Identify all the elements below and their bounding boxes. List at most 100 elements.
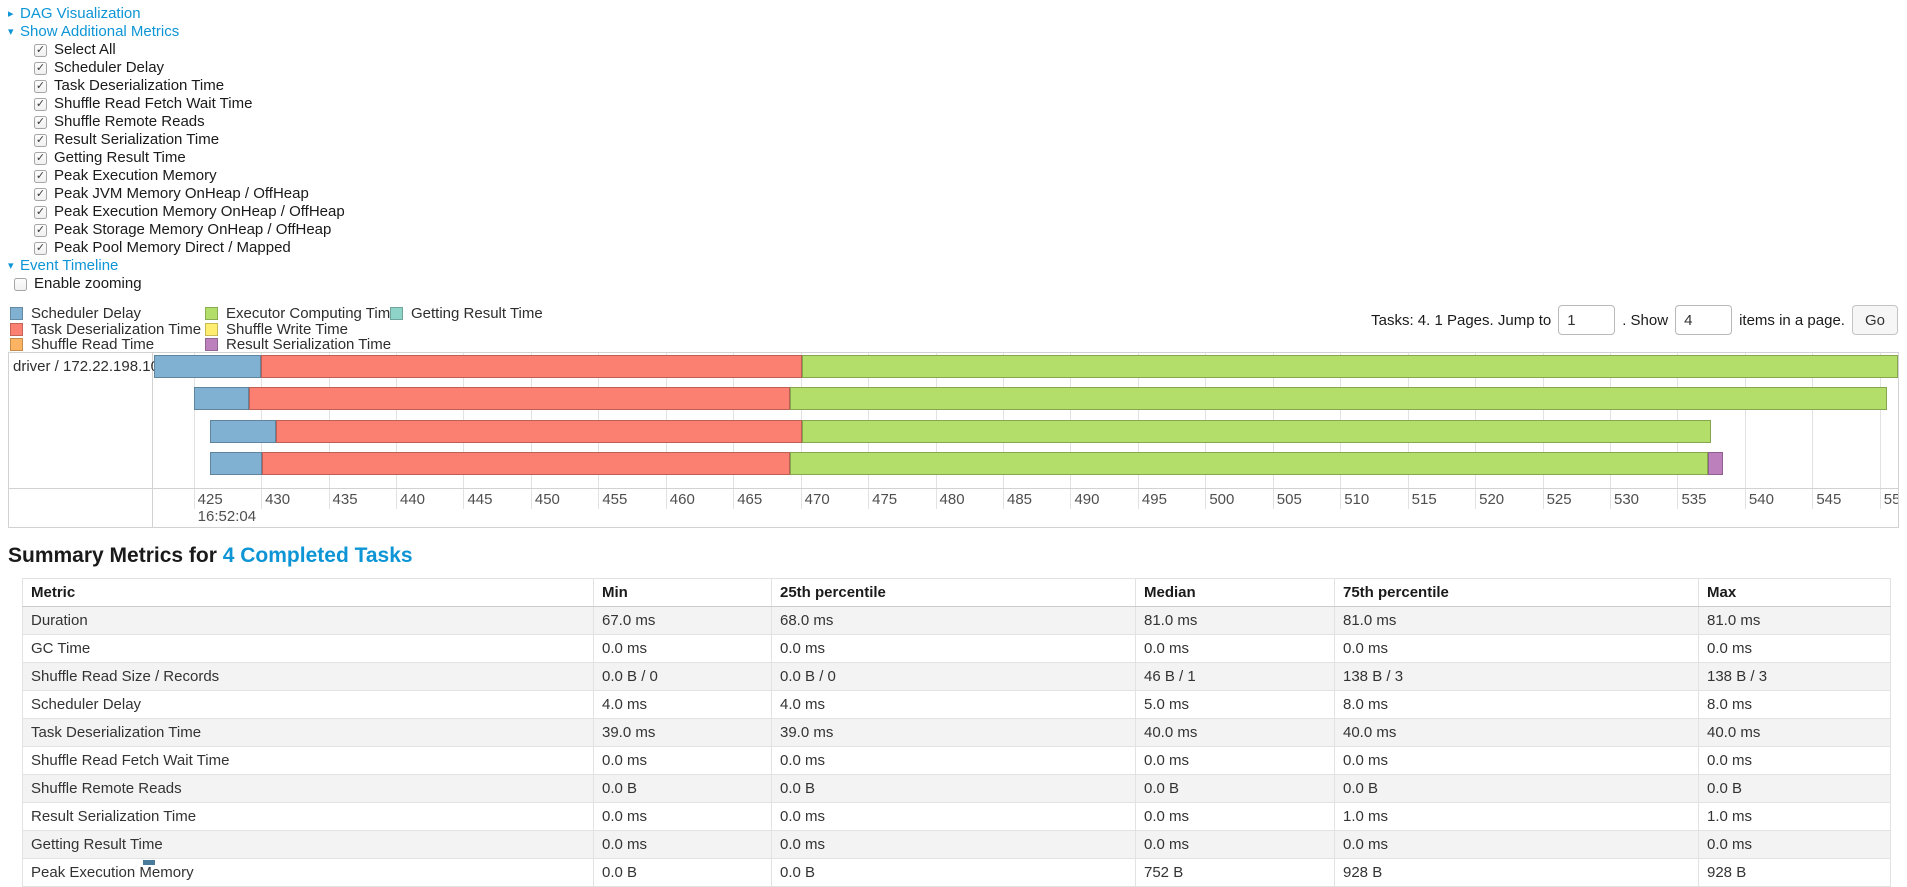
axis-tick-label: 475	[872, 491, 898, 508]
timeline-legend: Scheduler Delay Task Deserialization Time…	[10, 305, 543, 353]
metric-checkbox-scheduler-delay[interactable]: ✓ Scheduler Delay	[8, 59, 1907, 77]
metric-checkbox-peak-jvm-memory-onheap-offheap[interactable]: ✓ Peak JVM Memory OnHeap / OffHeap	[8, 185, 1907, 203]
enable-zooming-checkbox-row[interactable]: Enable zooming	[8, 275, 1907, 293]
axis-tick-label: 435	[332, 491, 358, 508]
left-metrics-panel: ▸ DAG Visualization ▾ Show Additional Metr…	[0, 0, 1907, 293]
checkbox-icon[interactable]: ✓	[34, 97, 47, 111]
timeline-segment-scheduler-delay[interactable]	[209, 452, 263, 476]
pagination-suffix-text: items in a page.	[1739, 311, 1845, 329]
metric-checkbox-peak-pool-memory-direct-mapped[interactable]: ✓ Peak Pool Memory Direct / Mapped	[8, 239, 1907, 257]
timeline-segment-executor-computing[interactable]	[789, 387, 1887, 411]
axis-tick-label: 430	[265, 491, 291, 508]
axis-tick-label: 455	[602, 491, 628, 508]
checkbox-icon[interactable]: ✓	[34, 241, 47, 255]
checkbox-icon[interactable]: ✓	[34, 79, 47, 93]
metric-checkbox-shuffle-remote-reads[interactable]: ✓ Shuffle Remote Reads	[8, 113, 1907, 131]
metric-value-cell: 752 B	[1135, 858, 1335, 887]
checkbox-icon[interactable]: ✓	[34, 205, 47, 219]
axis-tick-label: 500	[1209, 491, 1235, 508]
checkbox-icon[interactable]: ✓	[34, 169, 47, 183]
checkbox-label: Shuffle Remote Reads	[54, 113, 205, 130]
summary-row-shuffle-read-size-records: Shuffle Read Size / Records 0.0 B / 0 0.0 …	[22, 662, 1891, 691]
summary-row-shuffle-remote-reads: Shuffle Remote Reads 0.0 B 0.0 B 0.0 B 0.0 B…	[22, 774, 1891, 803]
timeline-segment-task-deserialization[interactable]	[262, 452, 790, 476]
axis-tick-label: 550	[1883, 491, 1898, 508]
timeline-gridline	[1744, 353, 1746, 509]
checkbox-icon[interactable]: ✓	[34, 43, 47, 57]
timeline-segment-scheduler-delay[interactable]	[193, 387, 249, 411]
timeline-segment-scheduler-delay[interactable]	[209, 419, 276, 443]
checkbox-icon[interactable]: ✓	[34, 61, 47, 75]
summary-row-result-serialization-time: Result Serialization Time 0.0 ms 0.0 ms 0.0…	[22, 802, 1891, 831]
summary-title-prefix: Summary Metrics for	[8, 544, 217, 567]
metric-name-cell: Shuffle Remote Reads	[22, 774, 594, 803]
axis-tick-label: 470	[804, 491, 830, 508]
axis-tick-label: 425	[197, 491, 223, 508]
axis-major-time-label: 16:52:04	[197, 508, 257, 525]
checkbox-icon[interactable]: ✓	[34, 223, 47, 237]
axis-tick-label: 510	[1344, 491, 1370, 508]
legend-item-result-serialization-time: Result Serialization Time	[205, 336, 391, 353]
timeline-axis-separator	[9, 488, 1898, 489]
metric-value-cell: 0.0 B	[1334, 774, 1699, 803]
metric-checkbox-select-all[interactable]: ✓ Select All	[8, 41, 1907, 59]
metric-checkbox-result-serialization-time[interactable]: ✓ Result Serialization Time	[8, 131, 1907, 149]
axis-tick-label: 465	[737, 491, 763, 508]
metric-value-cell: 1.0 ms	[1334, 802, 1699, 831]
axis-tick-label: 535	[1681, 491, 1707, 508]
show-additional-metrics-link[interactable]: Show Additional Metrics	[20, 23, 180, 40]
metric-name-cell: Scheduler Delay	[22, 690, 594, 719]
go-button[interactable]: Go	[1851, 305, 1898, 335]
metric-value-cell: 138 B / 3	[1698, 662, 1891, 691]
axis-tick-label: 480	[939, 491, 965, 508]
metric-value-cell: 46 B / 1	[1135, 662, 1335, 691]
metric-value-cell: 0.0 ms	[593, 634, 772, 663]
summary-column-header-max: Max	[1698, 578, 1891, 607]
dag-visualization-link[interactable]: DAG Visualization	[20, 5, 141, 22]
axis-tick-label: 460	[669, 491, 695, 508]
checkbox-icon[interactable]: ✓	[34, 133, 47, 147]
checkbox-icon[interactable]: ✓	[34, 187, 47, 201]
enable-zooming-checkbox-icon[interactable]	[14, 277, 27, 291]
summary-column-header-median: Median	[1135, 578, 1335, 607]
timeline-segment-executor-computing[interactable]	[789, 452, 1709, 476]
show-additional-metrics-toggle[interactable]: ▾ Show Additional Metrics	[8, 23, 1907, 41]
timeline-segment-scheduler-delay[interactable]	[154, 355, 262, 378]
legend-item-shuffle-write-time: Shuffle Write Time	[205, 321, 390, 338]
summary-column-header-min: Min	[593, 578, 772, 607]
timeline-segment-executor-computing[interactable]	[802, 355, 1898, 378]
checkbox-icon[interactable]: ✓	[34, 151, 47, 165]
timeline-gridline	[1879, 353, 1881, 509]
completed-tasks-link[interactable]: 4 Completed Tasks	[222, 544, 413, 567]
metric-checkbox-peak-storage-memory-onheap-offheap[interactable]: ✓ Peak Storage Memory OnHeap / OffHeap	[8, 221, 1907, 239]
timeline-segment-result-serialization[interactable]	[1708, 452, 1724, 476]
metric-checkbox-task-deserialization-time[interactable]: ✓ Task Deserialization Time	[8, 77, 1907, 95]
axis-tick-label: 505	[1276, 491, 1302, 508]
checkbox-label: Peak Pool Memory Direct / Mapped	[54, 239, 291, 256]
timeline-task-row	[154, 387, 1898, 411]
collapsed-arrow-icon: ▸	[8, 8, 14, 20]
timeline-segment-executor-computing[interactable]	[802, 419, 1712, 443]
legend-item-getting-result-time: Getting Result Time	[390, 305, 543, 322]
metric-checkbox-getting-result-time[interactable]: ✓ Getting Result Time	[8, 149, 1907, 167]
metric-checkbox-shuffle-read-fetch-wait-time[interactable]: ✓ Shuffle Read Fetch Wait Time	[8, 95, 1907, 113]
metric-value-cell: 0.0 ms	[1135, 746, 1335, 775]
event-timeline-toggle[interactable]: ▾ Event Timeline	[8, 257, 1907, 275]
metric-checkbox-peak-execution-memory[interactable]: ✓ Peak Execution Memory	[8, 167, 1907, 185]
checkbox-icon[interactable]: ✓	[34, 115, 47, 129]
metric-value-cell: 0.0 ms	[593, 830, 772, 859]
metric-checkbox-peak-execution-memory-onheap-offheap[interactable]: ✓ Peak Execution Memory OnHeap / OffHeap	[8, 203, 1907, 221]
legend-label: Executor Computing Time	[226, 305, 399, 323]
event-timeline-link[interactable]: Event Timeline	[20, 257, 119, 274]
pagination-prefix-text: Tasks: 4. 1 Pages. Jump to	[1371, 311, 1552, 329]
metric-value-cell: 0.0 ms	[1698, 746, 1891, 775]
checkbox-label: Peak Execution Memory OnHeap / OffHeap	[54, 203, 345, 220]
pagination-mid-text: . Show	[1622, 311, 1669, 329]
dag-visualization-toggle[interactable]: ▸ DAG Visualization	[8, 5, 1907, 23]
timeline-segment-task-deserialization[interactable]	[275, 419, 802, 443]
timeline-group-label-column: driver / 172.22.198.104	[9, 353, 167, 527]
jump-to-page-input[interactable]	[1558, 305, 1616, 335]
items-per-page-input[interactable]	[1675, 305, 1733, 335]
timeline-segment-task-deserialization[interactable]	[261, 355, 802, 378]
timeline-segment-task-deserialization[interactable]	[248, 387, 790, 411]
